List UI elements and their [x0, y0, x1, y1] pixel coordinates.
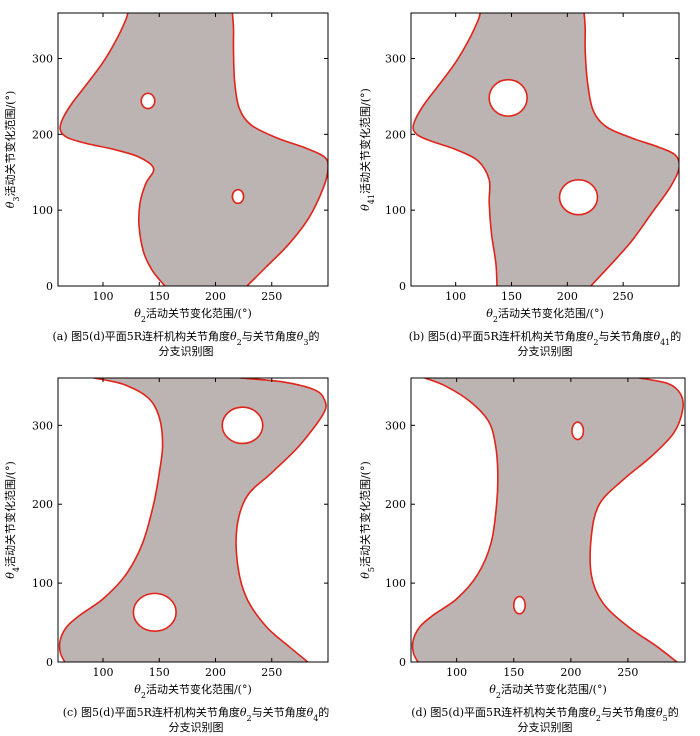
x-tick-label: 150	[501, 290, 522, 303]
boundary-right	[231, 13, 328, 286]
plot-area	[59, 13, 328, 286]
chart-panel-b: 100 150 200 250 0 100 200 300 θ2活动关节变化范围/(°) θ41活…	[358, 12, 682, 358]
y-axis-title: θ3活动关节变化范围/(°)	[3, 91, 21, 209]
axes-frame	[57, 377, 329, 663]
y-tick-label: 100	[32, 577, 53, 590]
y-tick-label: 0	[46, 656, 53, 669]
y-axis-title: θ4活动关节变化范围/(°)	[3, 461, 21, 579]
boundary-right	[583, 13, 679, 286]
hole-1	[488, 78, 528, 117]
y-tick-label: 100	[385, 204, 406, 217]
y-axis-title: θ5活动关节变化范围/(°)	[358, 461, 376, 579]
boundary-right	[589, 378, 684, 662]
chart-panel-c: 100 150 200 250 0 100 200 300 θ2活动关节变化范围/(°) θ4活动…	[3, 377, 330, 734]
x-tick-label: 250	[613, 290, 634, 303]
x-tick-label: 200	[560, 666, 581, 679]
x-axis-title: θ2活动关节变化范围/(°)	[134, 306, 252, 324]
chart-panel-d: 100 150 200 250 0 100 200 300 θ2活动关节变化范围/(°) θ5活动…	[358, 377, 686, 734]
x-tick-label: 150	[149, 666, 170, 679]
caption-line-1: (d) 图5(d)平面5R连杆机构关节角度θ2与关节角度θ5的	[411, 705, 678, 723]
hole-2	[221, 406, 264, 445]
axes-frame	[410, 12, 680, 287]
x-tick-label: 250	[261, 666, 282, 679]
axes-frame	[410, 377, 686, 663]
boundary-left	[58, 378, 164, 662]
caption-line-2: 分支识别图	[518, 721, 573, 734]
hole-1	[140, 92, 156, 110]
x-axis-title: θ2活动关节变化范围/(°)	[134, 682, 252, 700]
y-tick-label: 300	[385, 53, 406, 66]
caption-line-2: 分支识别图	[159, 345, 214, 358]
y-tick-label: 200	[385, 498, 406, 511]
hole-1	[512, 595, 526, 615]
y-tick-label: 100	[32, 204, 53, 217]
x-tick-label: 100	[93, 290, 114, 303]
y-tick-label: 200	[32, 128, 53, 141]
caption-line-1: (b) 图5(d)平面5R连杆机构关节角度θ2与关节角度θ41的	[409, 329, 682, 347]
y-tick-label: 300	[32, 53, 53, 66]
x-axis-title: θ2活动关节变化范围/(°)	[486, 306, 604, 324]
hole-1	[132, 592, 177, 633]
y-tick-label: 100	[385, 577, 406, 590]
boundary-left	[59, 13, 166, 286]
caption-line-2: 分支识别图	[518, 345, 573, 358]
x-tick-label: 100	[445, 290, 466, 303]
boundary-left	[411, 378, 499, 662]
plot-area	[412, 13, 679, 286]
x-tick-label: 250	[261, 290, 282, 303]
plot-area	[411, 378, 684, 662]
hole-2	[558, 179, 599, 216]
x-tick-label: 200	[557, 290, 578, 303]
x-tick-label: 200	[205, 290, 226, 303]
boundary-left	[412, 13, 498, 286]
caption-line-2: 分支识别图	[169, 721, 224, 734]
x-tick-label: 100	[93, 666, 114, 679]
x-tick-label: 200	[205, 666, 226, 679]
x-tick-label: 150	[149, 290, 170, 303]
y-tick-label: 0	[46, 280, 53, 293]
feasible-region	[59, 378, 327, 662]
y-tick-label: 200	[32, 498, 53, 511]
y-tick-label: 0	[399, 280, 406, 293]
x-tick-label: 250	[617, 666, 638, 679]
caption-line-1: (c) 图5(d)平面5R连杆机构关节角度θ2与关节角度θ4的	[63, 705, 330, 723]
hole-2	[571, 421, 585, 441]
caption-line-1: (a) 图5(d)平面5R连杆机构关节角度θ2与关节角度θ3的	[53, 329, 320, 347]
x-tick-label: 150	[503, 666, 524, 679]
feasible-region	[60, 13, 328, 286]
x-tick-label: 100	[446, 666, 467, 679]
y-tick-label: 300	[385, 419, 406, 432]
chart-panel-a: 100 150 200 250 0 100 200 300 θ2活动关节变化范围/(°) θ3活动…	[3, 12, 329, 358]
x-axis-title: θ2活动关节变化范围/(°)	[489, 682, 607, 700]
y-tick-label: 0	[399, 656, 406, 669]
plot-area	[58, 378, 327, 662]
axes-frame	[57, 12, 329, 287]
y-tick-label: 200	[385, 128, 406, 141]
y-axis-title: θ41活动关节变化范围/(°)	[358, 88, 376, 211]
feasible-region	[412, 378, 684, 662]
y-tick-label: 300	[32, 419, 53, 432]
hole-2	[231, 188, 245, 205]
boundary-right	[235, 378, 327, 662]
feasible-region	[413, 13, 679, 286]
